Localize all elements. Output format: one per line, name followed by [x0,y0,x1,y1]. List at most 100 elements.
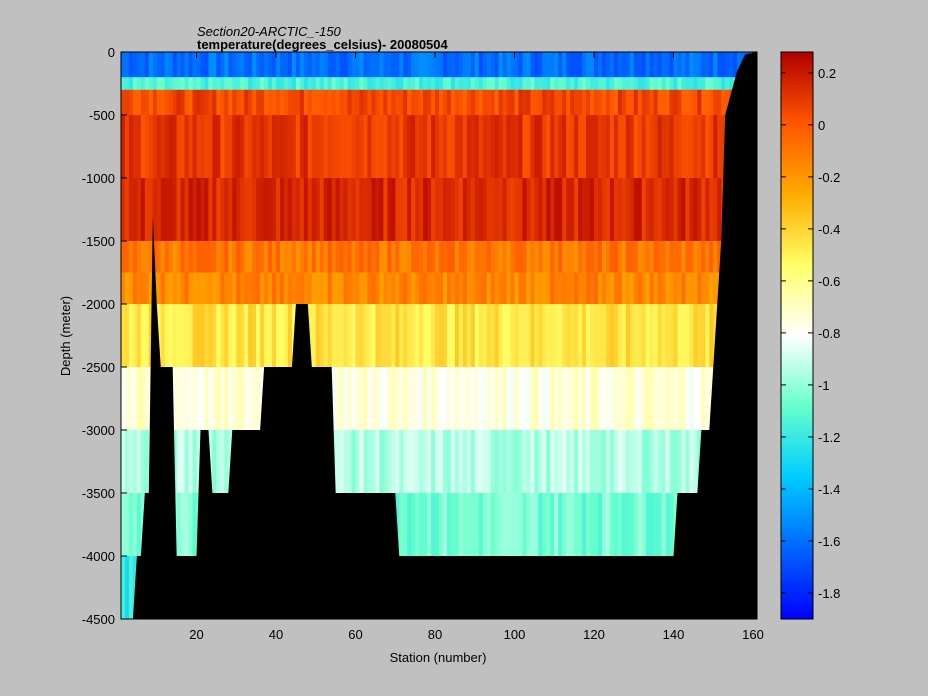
heatmap-cell [335,304,341,368]
heatmap-cell [272,178,277,242]
heatmap-cell [208,178,214,242]
heatmap-cell [510,115,516,179]
heatmap-cell [637,52,643,78]
heatmap-cell [299,241,305,274]
heatmap-cell [657,241,663,274]
heatmap-cell [546,241,551,274]
heatmap-cell [598,77,603,91]
heatmap-cell [478,367,484,431]
heatmap-cell [506,367,512,431]
heatmap-cell [538,241,543,274]
heatmap-cell [359,178,365,242]
heatmap-cell [554,77,559,91]
heatmap-cell [677,272,683,305]
heatmap-cell [419,272,424,305]
heatmap-cell [132,272,138,305]
heatmap-cell [458,304,464,368]
colorbar-tick-label: 0 [818,118,825,133]
heatmap-cell [510,77,516,91]
heatmap-cell [339,77,345,91]
heatmap-cell [490,304,496,368]
heatmap-cell [554,241,559,274]
heatmap-cell [494,493,500,557]
heatmap-cell [136,77,142,91]
heatmap-cell [665,178,671,242]
heatmap-cell [212,241,217,274]
heatmap-cell [323,89,329,116]
heatmap-cell [462,304,468,368]
heatmap-cell [299,272,305,305]
heatmap-cell [121,52,126,78]
heatmap-cell [156,77,162,91]
heatmap-cell [419,430,424,494]
heatmap-cell [128,493,134,557]
heatmap-cell [128,304,134,368]
heatmap-cell [172,89,178,116]
heatmap-cell [609,304,615,368]
heatmap-cell [287,52,293,78]
heatmap-cell [550,241,555,274]
heatmap-cell [641,367,647,431]
heatmap-cell [490,89,496,116]
heatmap-cell [252,52,257,78]
heatmap-cell [653,178,659,242]
heatmap-cell [395,367,400,431]
heatmap-cell [490,430,496,494]
heatmap-cell [466,52,472,78]
heatmap-cell [184,178,190,242]
heatmap-cell [582,241,587,274]
heatmap-cell [399,272,404,305]
heatmap-cell [446,241,452,274]
heatmap-cell [192,430,198,494]
heatmap-cell [721,115,726,179]
heatmap-cell [176,52,182,78]
heatmap-cell [232,178,237,242]
heatmap-cell [617,241,623,274]
heatmap-cell [403,272,408,305]
heatmap-cell [442,304,448,368]
heatmap-cell [232,77,237,91]
heatmap-cell [578,493,583,557]
heatmap-cell [657,115,663,179]
heatmap-cell [427,89,432,116]
heatmap-cell [498,367,504,431]
heatmap-cell [669,367,675,431]
heatmap-cell [208,272,214,305]
heatmap-cell [462,241,468,274]
heatmap-cell [208,52,214,78]
heatmap-cell [367,115,373,179]
heatmap-cell [371,77,376,91]
heatmap-cell [256,77,261,91]
heatmap-cell [637,241,643,274]
heatmap-cell [582,493,587,557]
heatmap-cell [502,241,508,274]
heatmap-cell [729,77,734,91]
heatmap-cell [136,115,142,179]
heatmap-cell [184,77,190,91]
heatmap-cell [613,430,619,494]
heatmap-cell [590,89,595,116]
heatmap-cell [601,77,607,91]
heatmap-cell [518,272,524,305]
heatmap-cell [343,272,349,305]
heatmap-cell [502,178,508,242]
heatmap-cell [184,272,190,305]
heatmap-cell [474,493,480,557]
heatmap-cell [697,77,702,91]
heatmap-cell [184,52,190,78]
heatmap-cell [562,115,567,179]
heatmap-cell [598,430,603,494]
heatmap-cell [200,52,206,78]
heatmap-cell [693,367,698,431]
heatmap-cell [152,115,158,179]
heatmap-cell [442,367,448,431]
chart-title: Section20-ARCTIC_-150 [197,24,342,39]
heatmap-cell [590,241,595,274]
heatmap-cell [124,304,130,368]
heatmap-cell [379,272,384,305]
heatmap-cell [435,272,440,305]
heatmap-cell [144,241,150,274]
heatmap-cell [554,493,559,557]
heatmap-cell [446,367,452,431]
heatmap-cell [653,367,659,431]
